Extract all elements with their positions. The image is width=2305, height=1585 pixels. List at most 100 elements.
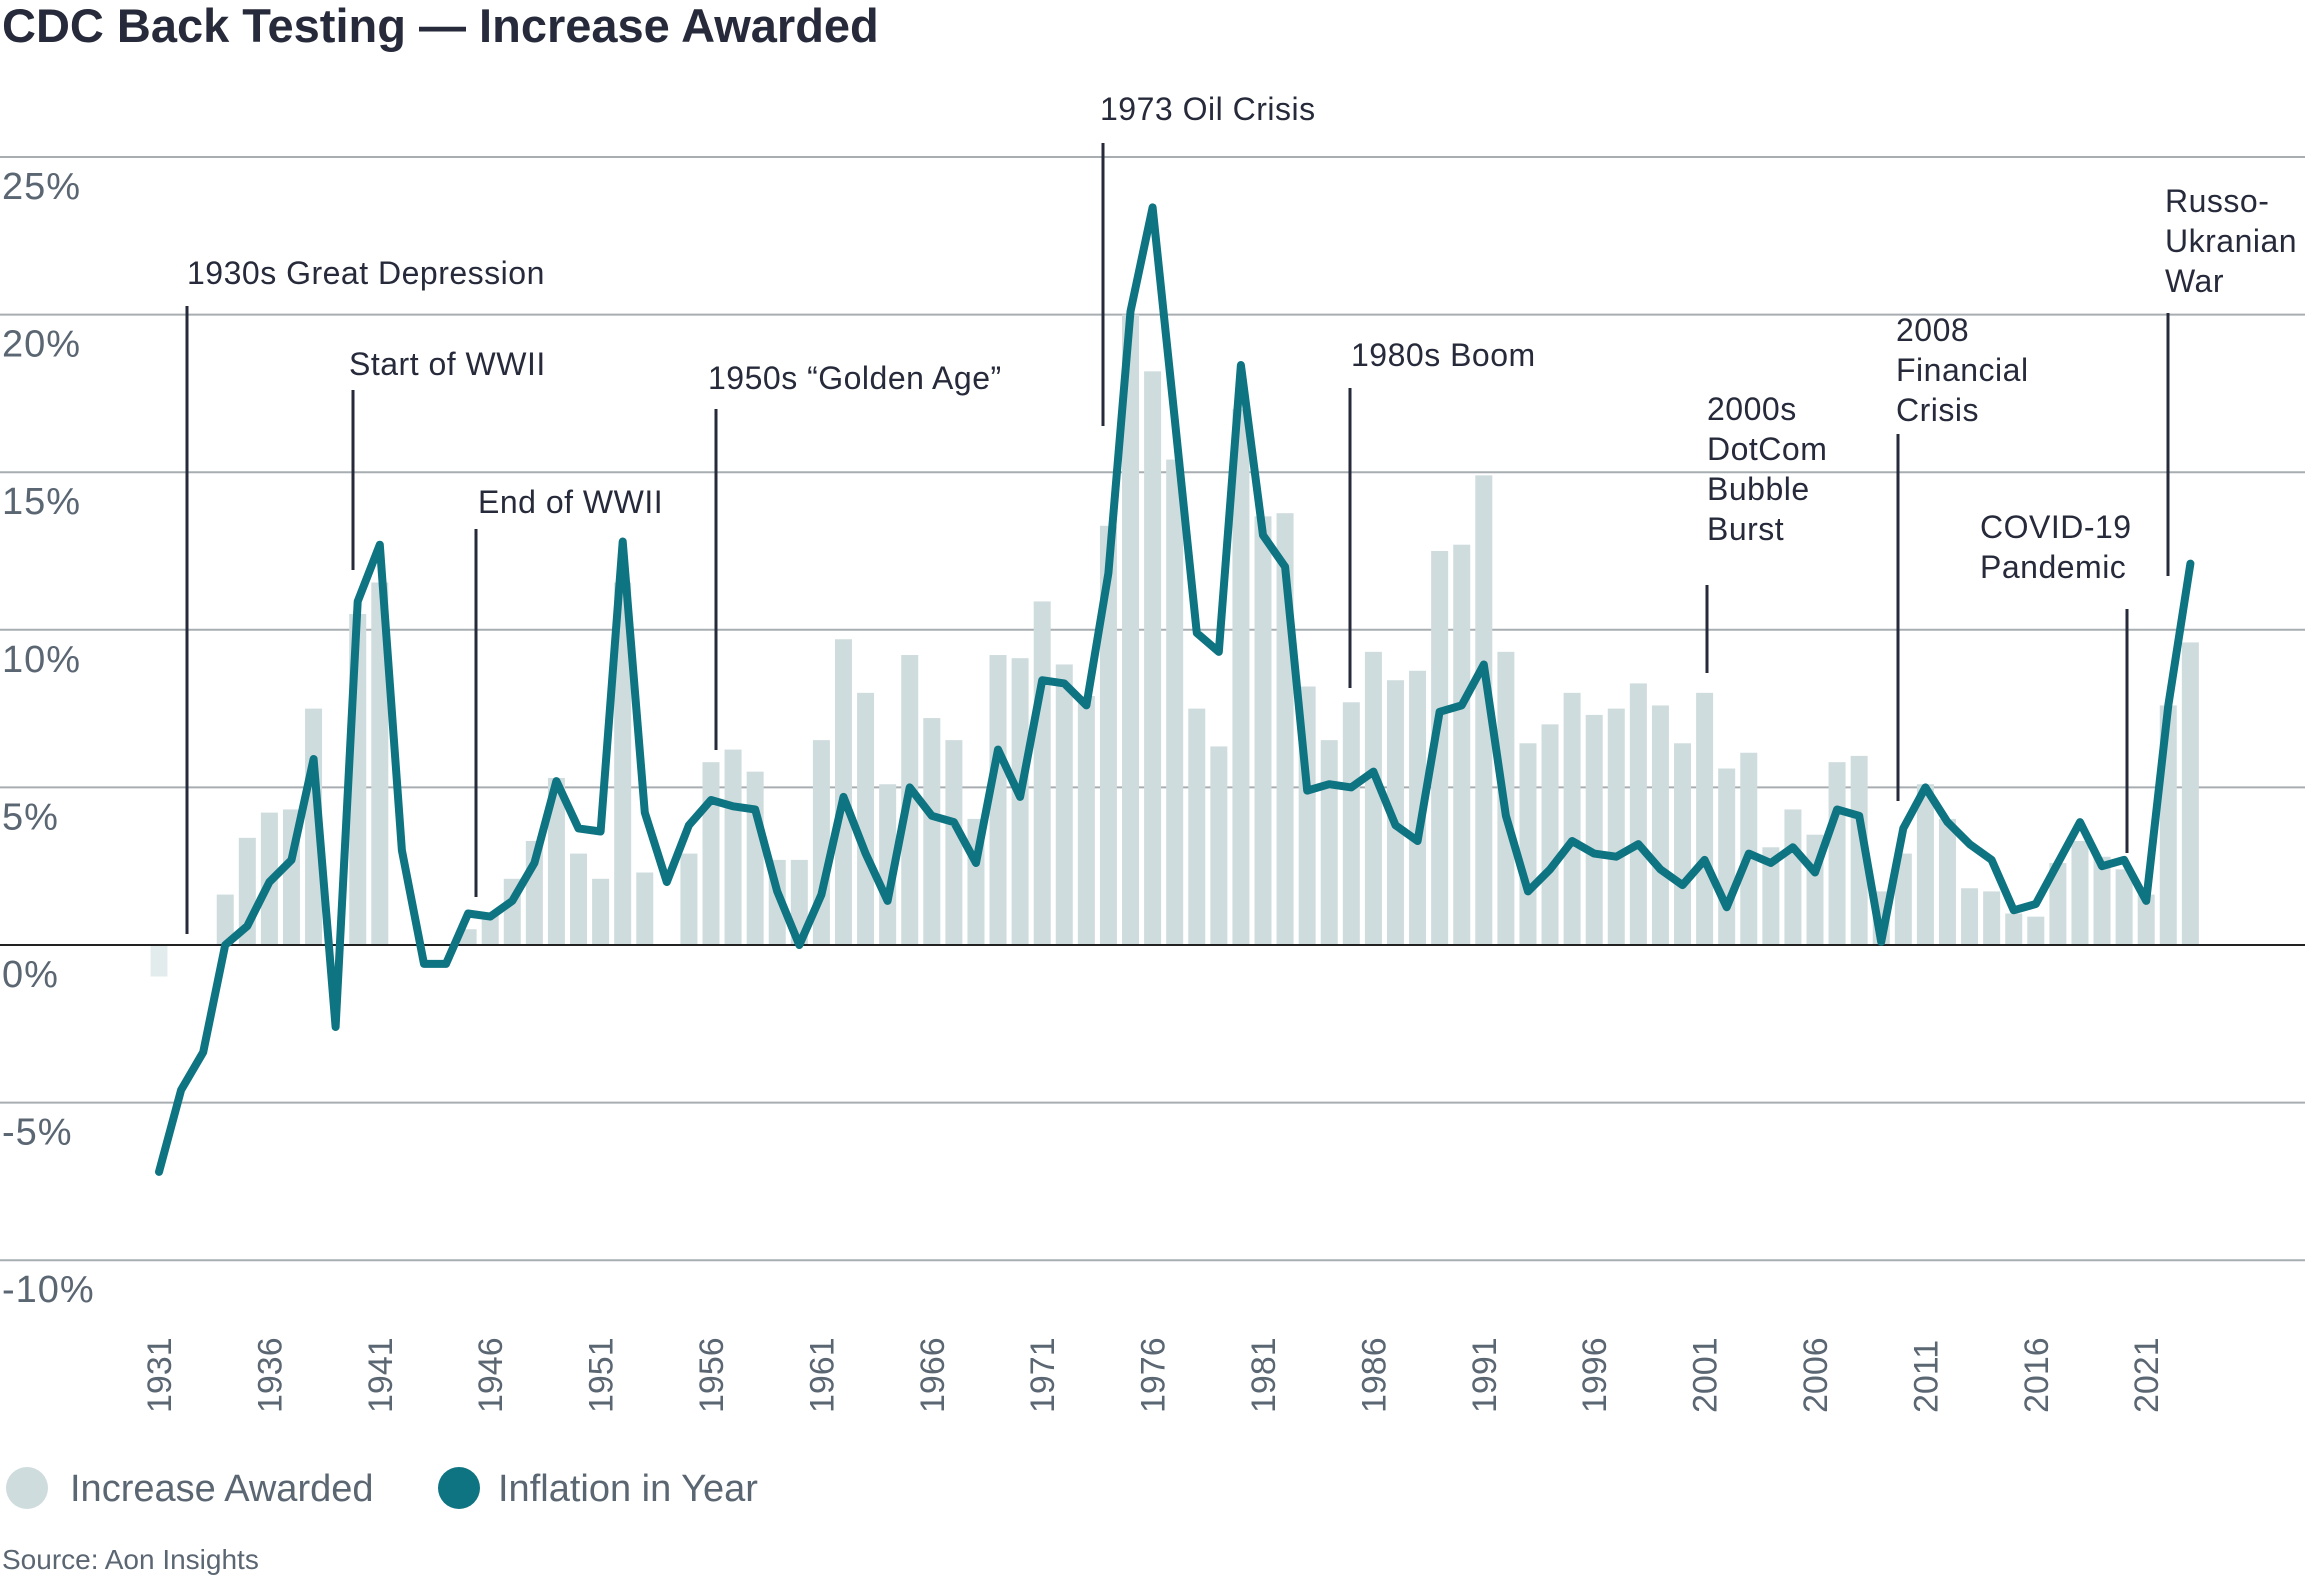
annotation-label: Ukranian — [2165, 223, 2297, 259]
annotation: Russo- Ukranian War — [2165, 183, 2297, 576]
bar-1997 — [1608, 709, 1625, 945]
x-tick-label: 2006 — [1797, 1337, 1835, 1413]
bar-1958 — [747, 772, 764, 945]
x-tick-label: 1976 — [1135, 1337, 1173, 1413]
y-tick-label: 20% — [2, 324, 81, 366]
bar-2013 — [1961, 888, 1978, 945]
bar-2003 — [1740, 753, 1757, 945]
bar-2014 — [1983, 891, 2000, 945]
x-tick-label: 1971 — [1024, 1337, 1062, 1413]
bar-1953 — [636, 873, 653, 945]
x-tick-label: 1966 — [914, 1337, 952, 1413]
x-tick-label: 1991 — [1466, 1337, 1504, 1413]
legend: Increase Awarded Inflation in Year — [6, 1467, 758, 1510]
x-tick-label: 2021 — [2128, 1337, 2166, 1413]
bar-1993 — [1519, 743, 1536, 945]
x-tick-label: 1931 — [141, 1337, 179, 1413]
bar-1978 — [1188, 709, 1205, 945]
bar-2023 — [2182, 642, 2199, 945]
annotation-label: DotCom — [1707, 431, 1827, 467]
y-tick-label: 10% — [2, 639, 81, 681]
bar-2018 — [2071, 841, 2088, 945]
bar-1962 — [835, 639, 852, 945]
annotation-label: 1950s “Golden Age” — [708, 360, 1002, 396]
x-tick-label: 1956 — [693, 1337, 731, 1413]
x-tick-label: 2016 — [2018, 1337, 2056, 1413]
annotation-label: Russo- — [2165, 183, 2269, 219]
bar-1998 — [1630, 683, 1647, 945]
x-tick-label: 2001 — [1687, 1337, 1725, 1413]
bar-1979 — [1210, 746, 1227, 945]
annotation-label: War — [2165, 263, 2224, 299]
bar-1971 — [1034, 601, 1051, 945]
x-tick-label: 1986 — [1355, 1337, 1393, 1413]
bar-2000 — [1674, 743, 1691, 945]
y-axis-ticks: 25% 20% 15% 10% 5% 0% -5% -10% — [2, 166, 95, 1311]
bar-1999 — [1652, 705, 1669, 945]
bar-1973 — [1078, 696, 1095, 945]
chart-title: CDC Back Testing — Increase Awarded — [2, 0, 879, 52]
annotation-label: Start of WWII — [349, 346, 546, 382]
x-tick-label: 1951 — [583, 1337, 621, 1413]
bar-2002 — [1718, 768, 1735, 945]
annotation-label: 1980s Boom — [1351, 337, 1536, 373]
source-note: Source: Aon Insights — [2, 1544, 259, 1575]
bar-1976 — [1144, 371, 1161, 945]
bar-1984 — [1321, 740, 1338, 945]
bar-2015 — [2005, 913, 2022, 945]
bar-1970 — [1012, 658, 1029, 945]
bar-1981 — [1255, 516, 1272, 945]
annotation-label: Bubble — [1707, 471, 1810, 507]
bar-1986 — [1365, 652, 1382, 945]
x-tick-label: 1996 — [1576, 1337, 1614, 1413]
annotation-label: 1973 Oil Crisis — [1100, 91, 1316, 127]
bar-2001 — [1696, 693, 1713, 945]
bar-2012 — [1939, 819, 1956, 945]
x-tick-label: 1961 — [803, 1337, 841, 1413]
x-tick-label: 1941 — [362, 1337, 400, 1413]
x-tick-label: 1981 — [1245, 1337, 1283, 1413]
bar-1951 — [592, 879, 609, 945]
y-tick-label: -10% — [2, 1269, 95, 1311]
bar-2020 — [2116, 869, 2133, 945]
annotation-label: 1930s Great Depression — [187, 255, 545, 291]
annotation-label: Pandemic — [1980, 549, 2126, 585]
bar-2005 — [1784, 809, 1801, 945]
bar-1972 — [1056, 664, 1073, 945]
bar-1950 — [570, 854, 587, 945]
bar-1985 — [1343, 702, 1360, 945]
legend-item-inflation[interactable]: Inflation in Year — [438, 1467, 758, 1510]
annotation-label: Burst — [1707, 511, 1784, 547]
bar-2016 — [2027, 917, 2044, 945]
annotation-label: 2008 — [1896, 312, 1969, 348]
legend-item-increase-awarded[interactable]: Increase Awarded — [6, 1467, 374, 1510]
y-tick-label: -5% — [2, 1112, 73, 1154]
bar-1996 — [1586, 715, 1603, 945]
bar-2007 — [1829, 762, 1846, 945]
legend-label-increase-awarded: Increase Awarded — [70, 1468, 374, 1510]
bar-1955 — [680, 854, 697, 945]
bar-1967 — [945, 740, 962, 945]
legend-swatch-increase-awarded — [6, 1467, 48, 1509]
annotation-label: Crisis — [1896, 392, 1979, 428]
y-tick-label: 5% — [2, 796, 59, 838]
bar-1956 — [703, 762, 720, 945]
bar-1977 — [1166, 460, 1183, 945]
annotation: Start of WWII — [349, 346, 546, 570]
y-tick-label: 15% — [2, 481, 81, 523]
annotation: 1950s “Golden Age” — [708, 360, 1002, 750]
x-tick-label: 1936 — [251, 1337, 289, 1413]
bar-1931 — [151, 945, 168, 977]
bar-1995 — [1564, 693, 1581, 945]
y-tick-label: 0% — [2, 954, 59, 996]
y-tick-label: 25% — [2, 166, 81, 208]
bar-1957 — [725, 750, 742, 945]
legend-label-inflation: Inflation in Year — [498, 1468, 758, 1510]
bar-1994 — [1542, 724, 1559, 945]
annotation-label: End of WWII — [478, 484, 663, 520]
annotation-label: Financial — [1896, 352, 2029, 388]
x-tick-label: 2011 — [1907, 1340, 1945, 1413]
bar-1966 — [923, 718, 940, 945]
